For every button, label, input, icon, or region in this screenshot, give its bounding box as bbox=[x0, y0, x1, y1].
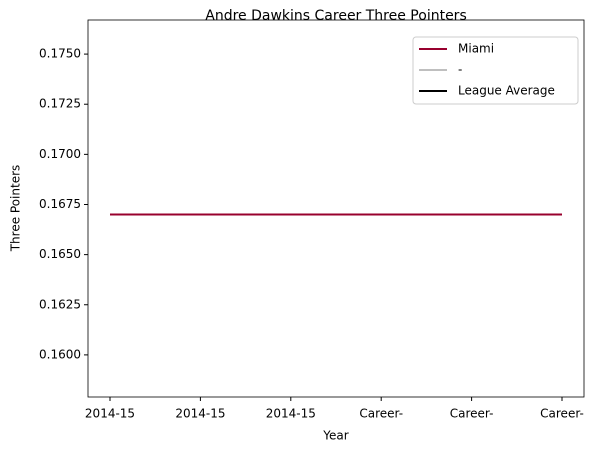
x-tick-label: 2014-15 bbox=[266, 407, 316, 421]
y-tick-label: 0.1600 bbox=[39, 347, 81, 361]
x-axis-label: Year bbox=[322, 429, 348, 443]
y-tick-label: 0.1675 bbox=[39, 197, 81, 211]
plot-frame bbox=[87, 19, 585, 398]
legend-label: - bbox=[458, 63, 462, 77]
y-tick-label: 0.1725 bbox=[39, 97, 81, 111]
legend-box bbox=[412, 36, 579, 105]
x-tick-label: 2014-15 bbox=[85, 407, 135, 421]
x-tick-label: Career- bbox=[450, 407, 494, 421]
chart-title: Andre Dawkins Career Three Pointers bbox=[205, 8, 466, 24]
y-tick-label: 0.1750 bbox=[39, 47, 81, 61]
y-tick-label: 0.1650 bbox=[39, 247, 81, 261]
y-axis-label: Three Pointers bbox=[9, 165, 23, 253]
legend-label: Miami bbox=[458, 42, 494, 56]
x-tick-label: Career- bbox=[540, 407, 584, 421]
x-tick-label: 2014-15 bbox=[175, 407, 225, 421]
y-tick-label: 0.1700 bbox=[39, 147, 81, 161]
x-tick-label: Career- bbox=[359, 407, 403, 421]
legend-label: League Average bbox=[458, 84, 555, 98]
y-tick-label: 0.1625 bbox=[39, 297, 81, 311]
